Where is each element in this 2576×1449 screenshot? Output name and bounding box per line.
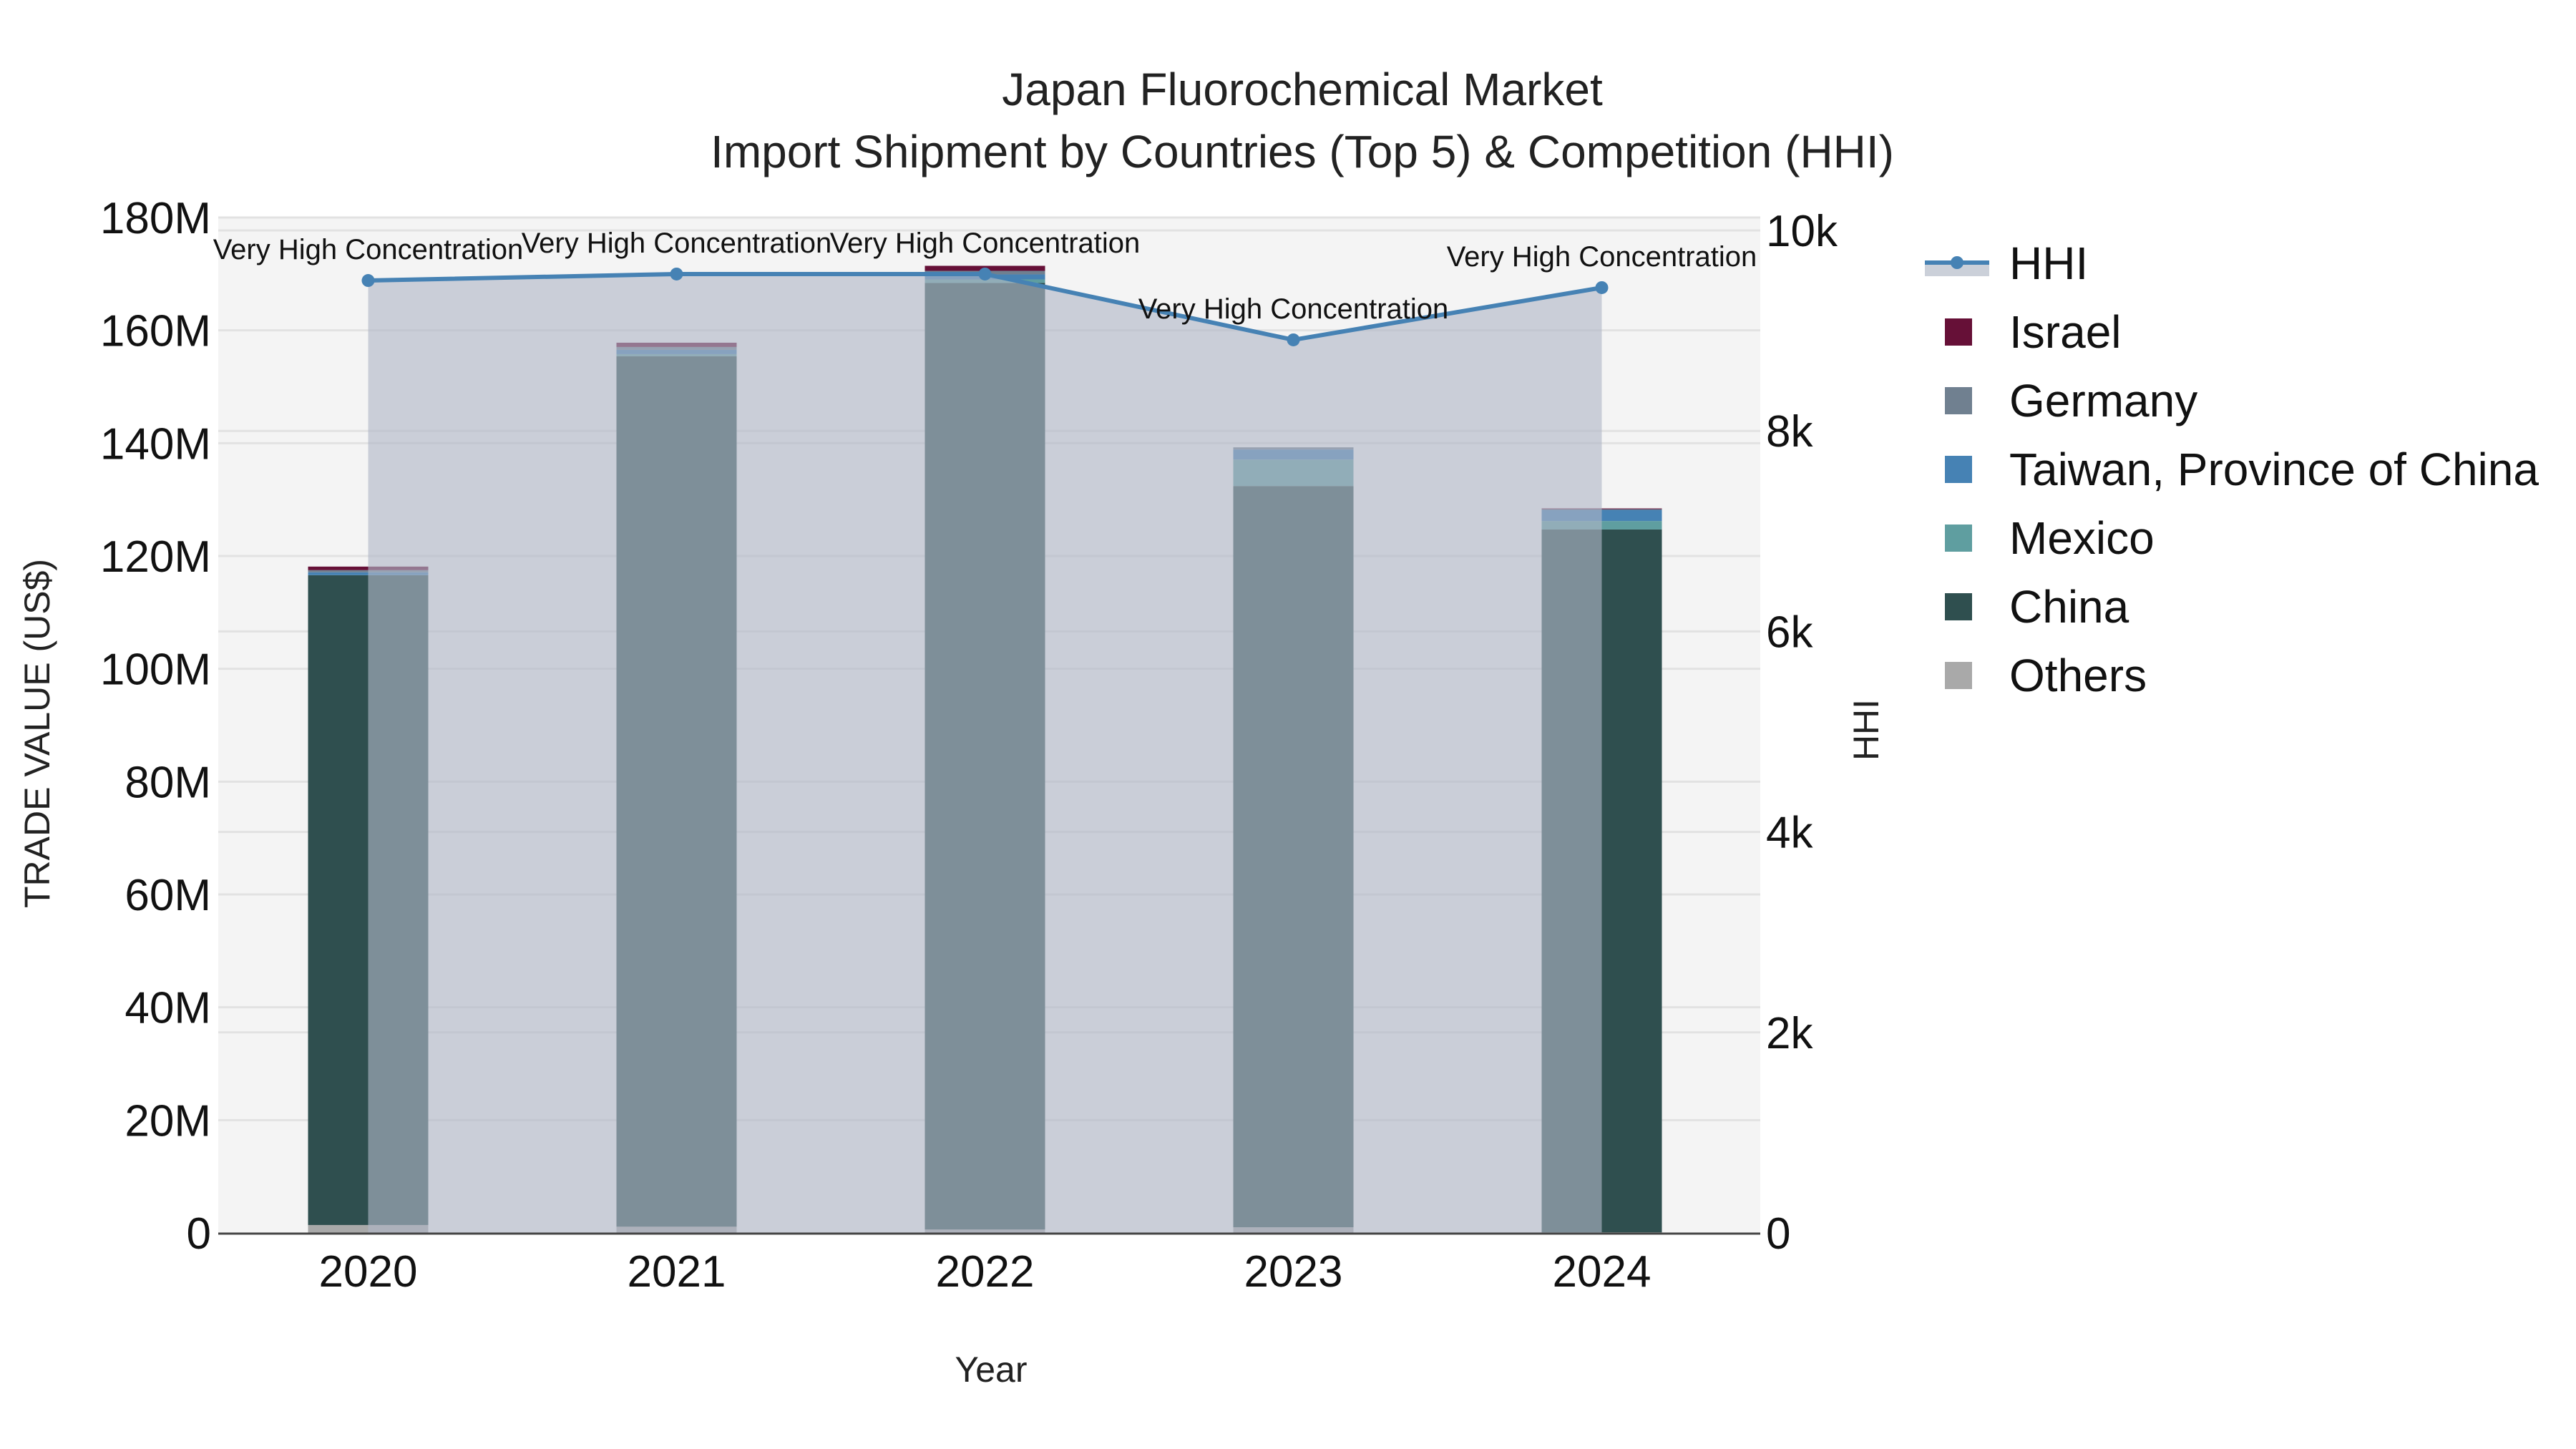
legend-item-israel[interactable]: Israel	[1925, 298, 2539, 366]
x-axis-title: Year	[955, 1350, 1028, 1390]
y2-tick-label: 8k	[1766, 407, 1813, 457]
color-swatch-icon	[1945, 456, 1972, 483]
legend-label: Israel	[2009, 306, 2122, 358]
y-tick-label: 20M	[125, 1096, 211, 1146]
legend-item-taiwan[interactable]: Taiwan, Province of China	[1925, 435, 2539, 504]
y-tick-label: 100M	[100, 645, 211, 695]
color-swatch-icon	[1945, 387, 1972, 414]
hhi-annotation: Very High Concentration	[1138, 293, 1449, 325]
y-tick-label: 140M	[100, 419, 211, 469]
hhi-annotation: Very High Concentration	[1447, 241, 1757, 273]
chart-title: Japan Fluorochemical Market	[1002, 64, 1603, 115]
y-tick-label: 0	[187, 1209, 211, 1259]
hhi-point[interactable]	[1595, 280, 1609, 294]
hhi-annotation: Very High Concentration	[522, 228, 832, 259]
y-tick-label: 80M	[125, 758, 211, 807]
y2-tick-label: 0	[1766, 1209, 1790, 1259]
hhi-area	[368, 273, 1602, 1234]
hhi-point[interactable]	[1287, 333, 1300, 346]
color-swatch-icon	[1945, 318, 1972, 346]
color-swatch-icon	[1945, 662, 1972, 689]
legend-label: Mexico	[2009, 512, 2155, 564]
legend-label: Taiwan, Province of China	[2009, 444, 2539, 495]
legend-label: Others	[2009, 650, 2147, 701]
legend-item-china[interactable]: China	[1925, 572, 2539, 641]
legend-label: HHI	[2009, 238, 2089, 289]
y2-tick-label: 10k	[1766, 207, 1838, 256]
y2-axis-title: HHI	[1846, 698, 1886, 761]
y-tick-label: 180M	[100, 194, 211, 243]
hhi-annotation: Very High Concentration	[830, 228, 1141, 259]
x-tick-label: 2022	[936, 1247, 1035, 1297]
y2-tick-label: 2k	[1766, 1009, 1813, 1058]
legend-item-mexico[interactable]: Mexico	[1925, 504, 2539, 572]
legend-label: Germany	[2009, 375, 2198, 426]
x-tick-label: 2024	[1553, 1247, 1652, 1297]
y-axis-title: TRADE VALUE (US$)	[17, 558, 57, 909]
legend-item-hhi[interactable]: HHI	[1925, 229, 2539, 298]
hhi-point[interactable]	[361, 274, 375, 288]
y-tick-label: 160M	[100, 307, 211, 356]
line-marker-icon	[1925, 250, 1989, 276]
y-tick-label: 60M	[125, 871, 211, 920]
hhi-point[interactable]	[978, 267, 992, 280]
chart-subtitle: Import Shipment by Countries (Top 5) & C…	[711, 126, 1894, 177]
color-swatch-icon	[1945, 525, 1972, 552]
y-tick-label: 120M	[100, 532, 211, 582]
x-tick-label: 2023	[1244, 1247, 1343, 1297]
hhi-point[interactable]	[670, 267, 683, 280]
y2-tick-label: 6k	[1766, 608, 1813, 657]
x-tick-label: 2021	[628, 1247, 726, 1297]
y2-tick-label: 4k	[1766, 809, 1813, 858]
legend-item-others[interactable]: Others	[1925, 641, 2539, 710]
legend-item-germany[interactable]: Germany	[1925, 366, 2539, 435]
hhi-annotation: Very High Concentration	[213, 234, 524, 265]
legend: HHI Israel Germany Taiwan, Province of C…	[1925, 229, 2539, 710]
y-tick-label: 40M	[125, 984, 211, 1033]
color-swatch-icon	[1945, 593, 1972, 620]
legend-label: China	[2009, 581, 2129, 633]
x-tick-label: 2020	[319, 1247, 418, 1297]
